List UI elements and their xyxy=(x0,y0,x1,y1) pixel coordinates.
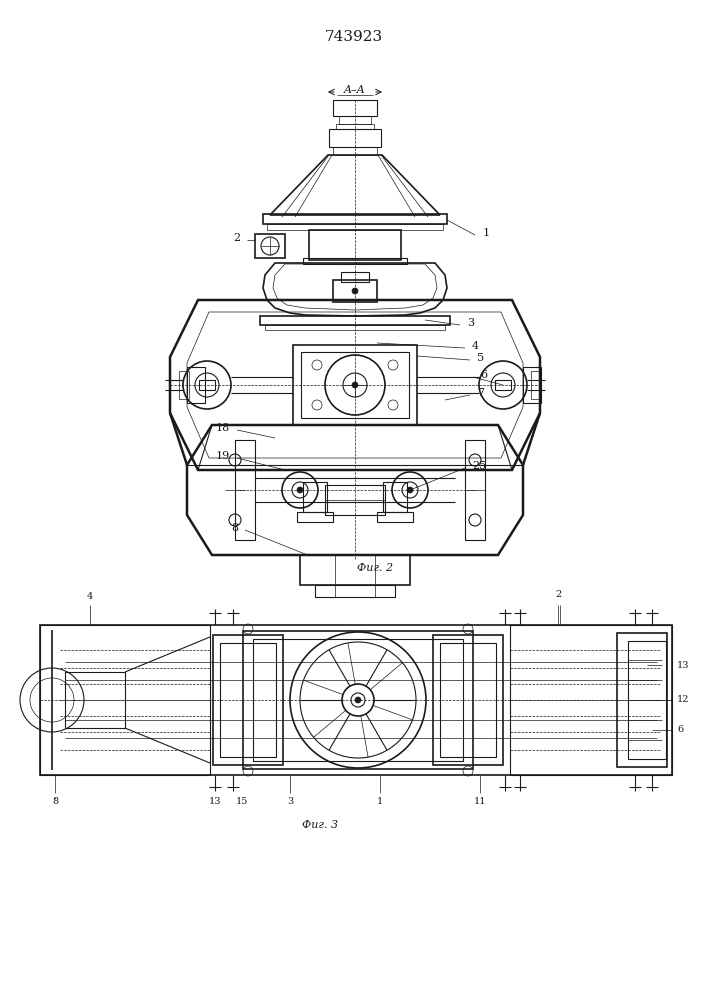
Bar xyxy=(628,641,666,759)
Bar xyxy=(179,371,189,399)
Bar xyxy=(260,316,450,325)
Bar xyxy=(65,672,125,728)
Bar xyxy=(617,633,667,767)
Text: 13: 13 xyxy=(677,660,689,670)
Bar xyxy=(267,224,443,230)
Bar xyxy=(243,631,473,769)
Bar xyxy=(303,258,407,264)
Bar xyxy=(309,230,401,260)
Text: 18: 18 xyxy=(216,423,230,433)
Circle shape xyxy=(297,487,303,493)
Text: 2: 2 xyxy=(233,233,240,243)
Bar xyxy=(433,635,503,765)
Bar xyxy=(187,367,205,403)
Bar xyxy=(336,124,374,129)
Text: 8: 8 xyxy=(231,523,238,533)
Bar xyxy=(329,129,381,147)
Bar xyxy=(523,367,541,403)
Text: ·: · xyxy=(54,794,57,804)
Bar xyxy=(325,485,385,515)
Bar xyxy=(510,625,672,775)
Text: A–A: A–A xyxy=(344,85,366,95)
Circle shape xyxy=(355,697,361,703)
Bar xyxy=(440,643,496,757)
Text: 19: 19 xyxy=(216,451,230,461)
Text: 3: 3 xyxy=(467,318,474,328)
Text: 7: 7 xyxy=(477,388,484,398)
Circle shape xyxy=(407,487,413,493)
Text: 15: 15 xyxy=(236,797,248,806)
Bar xyxy=(339,116,371,124)
Bar xyxy=(255,234,285,258)
Text: 11: 11 xyxy=(474,797,486,806)
Bar xyxy=(220,643,276,757)
Bar xyxy=(263,214,447,224)
Bar xyxy=(333,147,377,155)
Text: 6: 6 xyxy=(480,370,487,380)
Bar xyxy=(265,325,445,330)
Text: 13: 13 xyxy=(209,797,221,806)
Bar xyxy=(235,440,255,540)
Text: 743923: 743923 xyxy=(325,30,383,44)
Bar xyxy=(495,380,511,390)
Text: 1: 1 xyxy=(377,797,383,806)
Text: 6: 6 xyxy=(677,726,683,734)
Bar xyxy=(531,371,541,399)
Bar xyxy=(301,352,409,418)
Bar xyxy=(377,512,413,522)
Bar xyxy=(341,272,369,282)
Bar xyxy=(315,585,395,597)
Bar xyxy=(40,625,210,775)
Bar xyxy=(333,100,377,116)
Text: 4: 4 xyxy=(87,592,93,601)
Text: 12: 12 xyxy=(677,696,689,704)
Bar xyxy=(213,635,283,765)
Bar xyxy=(297,512,333,522)
Text: 1: 1 xyxy=(483,228,490,238)
Text: 5: 5 xyxy=(477,353,484,363)
Text: 4: 4 xyxy=(472,341,479,351)
Text: 25: 25 xyxy=(472,461,486,471)
Text: Фиг. 3: Фиг. 3 xyxy=(302,820,338,830)
Bar xyxy=(465,440,485,540)
Bar xyxy=(333,280,377,302)
Bar xyxy=(293,345,417,425)
Bar xyxy=(383,482,407,512)
Circle shape xyxy=(352,382,358,388)
Text: 2: 2 xyxy=(555,590,561,599)
Text: 3: 3 xyxy=(287,797,293,806)
Bar xyxy=(300,555,410,585)
Bar xyxy=(253,639,463,761)
Bar xyxy=(303,482,327,512)
Bar xyxy=(40,625,672,775)
Bar xyxy=(199,380,215,390)
Circle shape xyxy=(352,288,358,294)
Text: Фиг. 2: Фиг. 2 xyxy=(357,563,393,573)
Text: 8: 8 xyxy=(52,797,58,806)
